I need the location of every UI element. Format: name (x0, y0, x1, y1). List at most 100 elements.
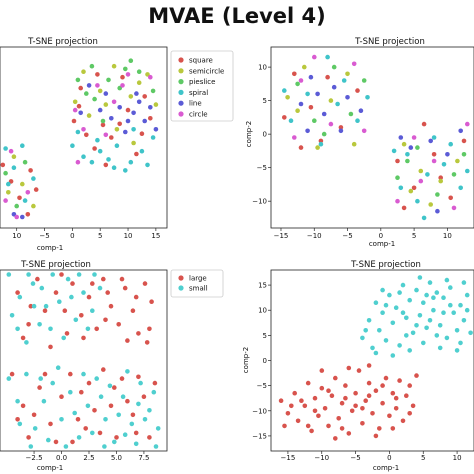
scatter-point-small (448, 285, 453, 290)
scatter-point-small (24, 340, 29, 345)
scatter-point-small (50, 272, 55, 277)
scatter-point-small (102, 444, 107, 449)
scatter-point-spiral (441, 162, 447, 167)
scatter-point-pieslice (92, 96, 97, 102)
scatter-point-small (434, 333, 440, 338)
scatter-point-large (42, 308, 48, 314)
scatter-point-small (15, 326, 20, 332)
scatter-point-large (326, 388, 331, 394)
scatter-point-circle (361, 128, 367, 134)
legend-label-pieslice: pieslice (189, 78, 215, 86)
scatter-point-large (28, 303, 34, 309)
scatter-point-small (464, 307, 470, 313)
scatter-point-small (377, 328, 382, 333)
scatter-point-large (387, 413, 392, 419)
scatter-point-small (363, 328, 369, 333)
scatter-point-square (78, 85, 83, 91)
scatter-point-small (153, 444, 159, 449)
scatter-point-circle (411, 135, 417, 140)
scatter-point-large (48, 344, 53, 350)
scatter-point-small (97, 285, 103, 291)
scatter-point-line (408, 145, 414, 150)
legend-frame (170, 269, 224, 298)
scatter-point-large (404, 393, 409, 399)
scatter-point-line (103, 91, 109, 96)
scatter-point-small (366, 318, 372, 323)
scatter-point-spiral (448, 141, 454, 147)
scatter-point-small (397, 290, 402, 295)
scatter-point-large (147, 435, 152, 440)
scatter-point-pieslice (405, 158, 410, 164)
y-axis-label: comp-2 (245, 121, 253, 147)
scatter-point-small (424, 292, 429, 298)
scatter-point-circle (120, 83, 125, 88)
scatter-point-pieslice (312, 118, 317, 123)
scatter-point-small (454, 348, 460, 353)
scatter-point-semicircle (438, 178, 444, 184)
scatter-point-semicircle (295, 108, 300, 113)
x-ticks: −15 −10 −5 0 5 10 (274, 228, 452, 240)
scatter-point-large (295, 418, 301, 424)
scatter-point-large (339, 426, 345, 431)
scatter-point-square (401, 205, 407, 211)
scatter-point-pieslice (3, 170, 8, 176)
scatter-point-line (298, 101, 304, 107)
scatter-point-small (107, 383, 113, 389)
scatter-point-large (346, 431, 352, 436)
plot-frame (0, 46, 168, 229)
scatter-point-square (84, 132, 89, 138)
scatter-point-semicircle (408, 188, 414, 194)
scatter-point-large (133, 430, 139, 436)
scatter-point-spiral (355, 118, 360, 123)
scatter-point-spiral (282, 88, 287, 93)
scatter-point-small (39, 285, 45, 291)
x-axis-label: comp-1 (369, 240, 395, 248)
scatter-point-small (390, 320, 396, 326)
scatter-point-large (20, 335, 26, 341)
scatter-point-small (72, 410, 77, 416)
scatter-point-pieslice (89, 63, 95, 69)
scatter-point-spiral (97, 148, 103, 154)
x-tick-label: −5 (39, 232, 49, 240)
scatter-point-small (451, 310, 457, 316)
legend-label-line: line (189, 100, 202, 108)
scatter-point-small (431, 295, 436, 301)
scatter-point-large (81, 335, 86, 341)
scatter-point-large (48, 421, 53, 427)
legend-marker-circle (178, 111, 184, 117)
legend-shapes: square semicircle pieslice spiral line circle (170, 50, 234, 122)
legend-marker-line (178, 100, 184, 106)
scatter-point-small (112, 439, 117, 445)
scatter-point-small (116, 412, 121, 418)
scatter-point-spiral (6, 181, 11, 187)
scatter-point-circle (3, 198, 8, 203)
scatter-point-small (383, 302, 389, 308)
scatter-point-small (38, 376, 43, 381)
scatter-point-small (90, 308, 95, 314)
scatter-point-small (41, 398, 47, 404)
scatter-point-small (26, 272, 31, 277)
plot-title: T-SNE projection (27, 37, 98, 47)
scatter-point-circle (298, 78, 304, 83)
scatter-point-semicircle (81, 69, 86, 74)
scatter-point-small (73, 317, 79, 323)
scatter-point-pieslice (461, 152, 467, 157)
scatter-point-small (421, 340, 426, 346)
scatter-point-large (86, 294, 92, 300)
scatter-point-circle (351, 61, 357, 67)
scatter-point-small (414, 323, 419, 328)
scatter-point-square (461, 138, 467, 144)
scatter-point-semicircle (401, 141, 407, 147)
scatter-point-large (15, 417, 20, 422)
scatter-point-semicircle (328, 98, 334, 103)
scatter-point-large (380, 383, 385, 388)
scatter-point-large (380, 400, 385, 406)
scatter-point-small (55, 365, 61, 371)
scatter-point-spiral (106, 157, 111, 162)
scatter-point-small (31, 303, 37, 309)
scatter-point-large (133, 294, 139, 300)
x-ticks: −15 −10 −5 0 5 10 (281, 451, 462, 462)
scatter-point-small (431, 307, 436, 313)
scatter-point-large (70, 439, 75, 445)
scatter-point-large (336, 416, 342, 421)
